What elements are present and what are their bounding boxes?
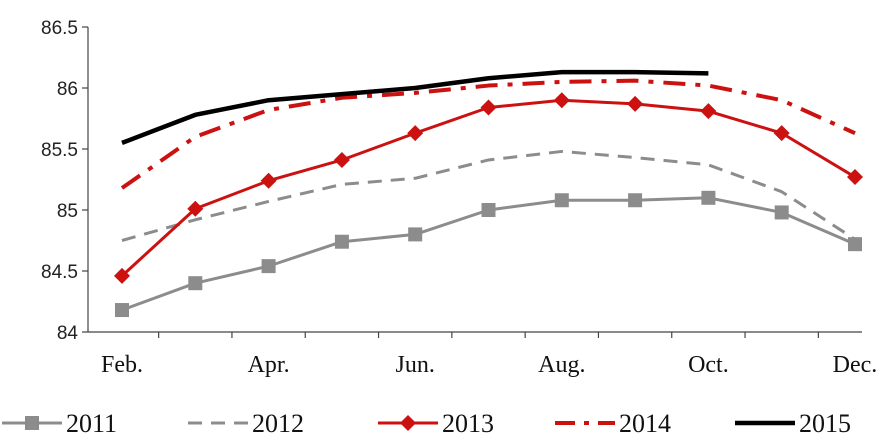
legend-item-2011: 2011 [2, 409, 117, 438]
series-2013-point [480, 99, 497, 116]
series-2011-point [188, 276, 203, 291]
series-2011-point [848, 237, 862, 252]
series-2012-line [121, 149, 856, 242]
series-2011-point [554, 193, 569, 208]
series-2013-line [120, 98, 856, 277]
series-2014 [120, 78, 856, 190]
series-2011 [115, 190, 862, 318]
series-2011-point [628, 193, 643, 208]
x-axis-ticks: Feb. Apr. Jun. Aug. Oct. Dec. [101, 332, 877, 378]
series-2011-point [701, 190, 716, 205]
legend-item-2012: 2012 [188, 409, 304, 438]
series-2012 [121, 149, 856, 242]
series-group [114, 69, 863, 318]
series-2013-legend-point [400, 415, 416, 431]
series-2011-point [115, 303, 129, 318]
legend-item-2013: 2013 [378, 409, 494, 438]
series-2013-point [114, 267, 130, 284]
series-2013-point [773, 125, 790, 142]
series-2013 [114, 92, 863, 284]
series-2015 [121, 69, 709, 146]
y-tick-label: 86 [57, 79, 78, 100]
series-2013-point [847, 169, 863, 186]
legend-label-2012: 2012 [252, 409, 304, 438]
series-2011-point [408, 227, 423, 242]
y-tick-label: 84 [57, 323, 79, 344]
x-tick-label: Apr. [248, 352, 290, 378]
y-axis-ticks: 84 84.5 85 85.5 86 86.5 [41, 18, 88, 344]
series-2011-legend-point [25, 416, 39, 430]
x-tick-label: Feb. [101, 352, 143, 378]
y-tick-label: 86.5 [41, 18, 78, 39]
legend-item-2014: 2014 [555, 409, 671, 438]
series-2013-point [627, 95, 644, 112]
axes [87, 27, 862, 333]
series-2011-point [774, 205, 789, 220]
series-2013-point [260, 172, 277, 189]
legend-label-2015: 2015 [799, 409, 851, 438]
series-2011-point [481, 203, 496, 217]
series-2013-point [553, 92, 570, 109]
series-2013-point [407, 125, 424, 142]
series-2015-line [121, 69, 709, 146]
x-tick-label: Jun. [396, 352, 435, 378]
legend-label-2011: 2011 [66, 409, 117, 438]
series-2011-point [334, 234, 349, 249]
y-tick-label: 85 [57, 201, 78, 222]
series-2014-line [120, 78, 856, 190]
legend-label-2013: 2013 [442, 409, 494, 438]
series-2013-point [187, 200, 204, 217]
legend: 2011 2012 2013 2014 2015 [2, 409, 851, 438]
legend-label-2014: 2014 [619, 409, 671, 438]
x-tick-label: Oct. [688, 352, 729, 378]
legend-item-2015: 2015 [735, 409, 851, 438]
series-2013-point [333, 151, 350, 168]
x-tick-label: Dec. [833, 352, 878, 378]
series-2011-point [261, 259, 276, 274]
y-tick-label: 84.5 [41, 262, 78, 283]
series-2013-point [700, 103, 717, 120]
x-tick-label: Aug. [538, 352, 585, 378]
y-tick-label: 85.5 [41, 140, 78, 161]
